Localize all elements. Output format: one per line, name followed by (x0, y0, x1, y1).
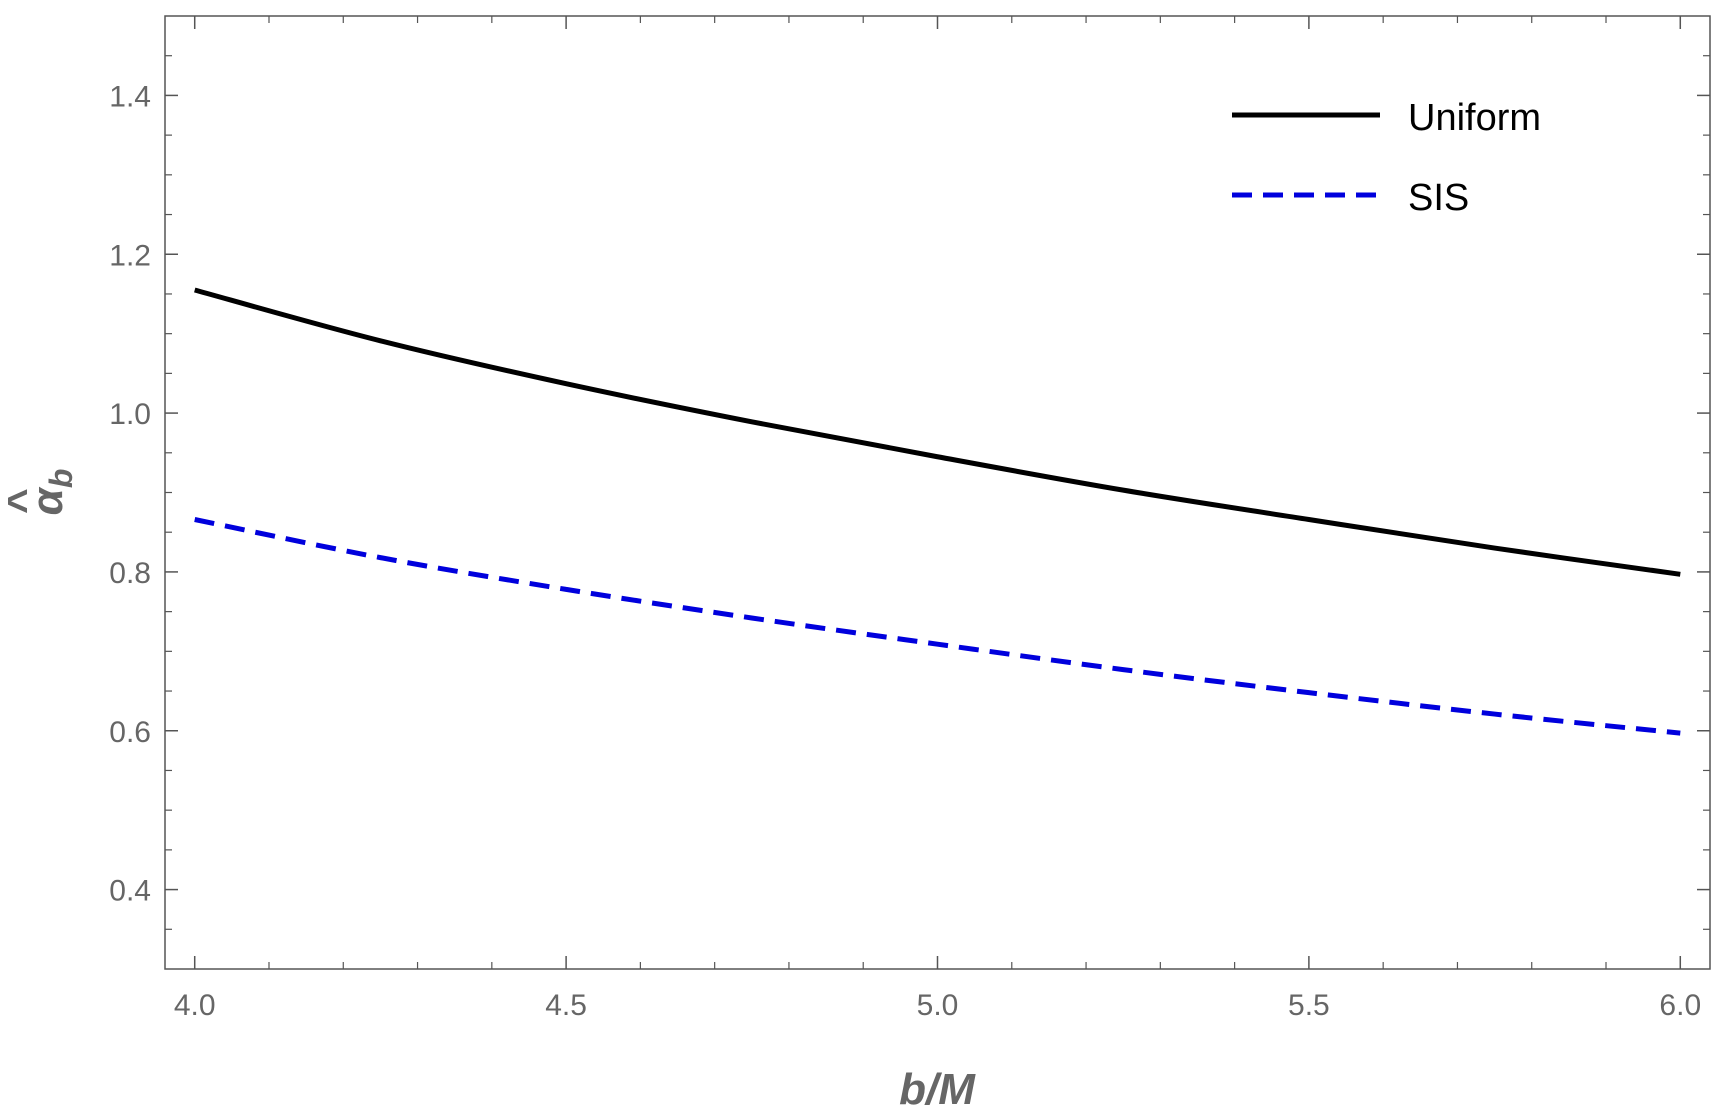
y-tick-label: 1.2 (109, 239, 151, 272)
x-tick-label: 6.0 (1659, 989, 1701, 1022)
series-line-sis (194, 517, 1681, 736)
y-axis-title-subscript: b (43, 469, 79, 489)
y-tick-label: 0.6 (109, 716, 151, 749)
tick-labels: 4.0 4.5 5.0 5.5 6.0 0.4 0.6 0.8 1.0 1.2 1.4 (109, 80, 1701, 1022)
svg-text:αb: αb (23, 469, 79, 516)
x-axis-title: b/M (899, 1065, 976, 1114)
y-axis-title-symbol: α (23, 486, 72, 515)
y-axis-title-accent: ^ (0, 489, 48, 515)
minor-ticks (165, 16, 1710, 969)
y-tick-label: 1.4 (109, 80, 151, 113)
major-ticks (165, 16, 1710, 969)
y-tick-label: 0.4 (109, 875, 151, 908)
y-tick-label: 1.0 (109, 398, 151, 431)
x-tick-label: 4.5 (545, 989, 587, 1022)
x-tick-label: 5.5 (1288, 989, 1330, 1022)
y-axis-title: αb ^ (0, 469, 79, 516)
plot-frame (164, 15, 1711, 970)
legend-label-uniform: Uniform (1408, 97, 1541, 139)
x-tick-label: 5.0 (917, 989, 959, 1022)
series-line-uniform (194, 287, 1681, 577)
legend: Uniform SIS (1232, 97, 1541, 219)
y-tick-label: 0.8 (109, 557, 151, 590)
legend-label-sis: SIS (1408, 177, 1469, 219)
x-tick-label: 4.0 (174, 989, 216, 1022)
series-layer (194, 287, 1681, 736)
